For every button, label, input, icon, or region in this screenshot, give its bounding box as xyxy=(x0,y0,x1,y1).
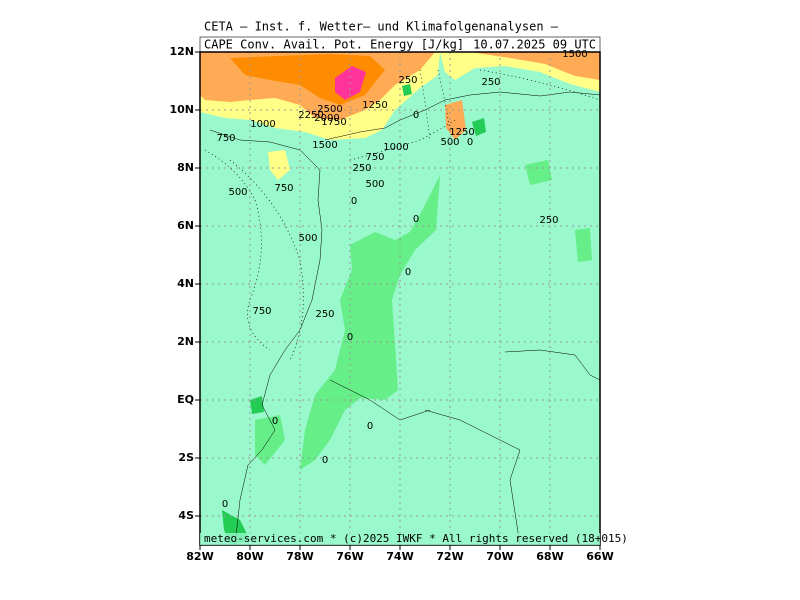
contour-label: 750 xyxy=(252,306,271,317)
y-tick-label: 4S xyxy=(178,509,194,522)
y-tick-label: EQ xyxy=(177,393,194,406)
y-tick-label: 10N xyxy=(169,103,194,116)
x-tick-label: 66W xyxy=(586,550,613,563)
contour-label: 0 xyxy=(322,455,328,466)
footer-box xyxy=(200,533,600,545)
contour-label: 0 xyxy=(405,267,411,278)
contour xyxy=(229,159,304,361)
footer: meteo-services.com * (c)2025 IWKF * All … xyxy=(204,532,628,545)
contour-label: 2250 xyxy=(298,110,323,121)
low-cape-area xyxy=(300,175,440,470)
contour-label: 0 xyxy=(222,499,228,510)
x-tick-label: 82W xyxy=(186,550,213,563)
y-tick-label: 8N xyxy=(177,161,194,174)
x-tick-label: 76W xyxy=(336,550,363,563)
contour-lines xyxy=(204,69,601,361)
contour-label: 500 xyxy=(440,137,459,148)
y-tick-label: 4N xyxy=(177,277,194,290)
contour-label: 2000 xyxy=(314,113,339,124)
valid-time: 10.07.2025 09 UTC xyxy=(473,38,596,52)
title: CETA — Inst. f. Wetter— und Klimafolgena… xyxy=(204,20,559,34)
contour-label: 250 xyxy=(481,77,500,88)
contour-label: 1250 xyxy=(362,100,387,111)
x-tick-label: 80W xyxy=(236,550,263,563)
y-tick-label: 2N xyxy=(177,335,194,348)
contour-label: 250 xyxy=(315,309,334,320)
contour-label: 1000 xyxy=(250,119,275,130)
contour-label: 500 xyxy=(228,187,247,198)
contour-label: 1000 xyxy=(383,142,408,153)
contour-label: 250 xyxy=(539,215,558,226)
contour-label: 250 xyxy=(352,163,371,174)
contour-label: 250 xyxy=(398,75,417,86)
contour xyxy=(349,119,456,161)
y-tick-label: 12N xyxy=(169,45,194,58)
x-tick-label: 70W xyxy=(486,550,513,563)
contour-label: 0 xyxy=(351,196,357,207)
grid: 82W 80W 78W 76W 74W 72W 70W 68W 66W 12N 10N 8N 6N 4N 2… xyxy=(169,45,613,563)
x-tick-label: 72W xyxy=(436,550,463,563)
contour-label: 0 xyxy=(413,110,419,121)
x-tick-label: 74W xyxy=(386,550,413,563)
contour-label: 0 xyxy=(467,137,473,148)
contour xyxy=(419,69,601,141)
contour-label: 2500 xyxy=(317,104,342,115)
contour-label: 750 xyxy=(216,133,235,144)
contour-label: 1500 xyxy=(312,140,337,151)
coastline xyxy=(209,129,323,546)
x-tick-label: 68W xyxy=(536,550,563,563)
contour-label: 0 xyxy=(367,421,373,432)
y-tick-label: 6N xyxy=(177,219,194,232)
x-tick-label: 78W xyxy=(286,550,313,563)
contour-label: 0 xyxy=(347,332,353,343)
contour-label: 1500 xyxy=(562,49,587,60)
contour-label: 500 xyxy=(298,233,317,244)
contour-label: 750 xyxy=(274,183,293,194)
contour-label: 0 xyxy=(272,416,278,427)
contour-label: 1250 xyxy=(449,127,474,138)
cape-spot-2 xyxy=(268,150,290,180)
y-tick-label: 2S xyxy=(178,451,194,464)
contour-label: 1750 xyxy=(321,117,346,128)
cape-mid-east xyxy=(470,52,600,80)
contour-label: 0 xyxy=(413,214,419,225)
contour-label: 750 xyxy=(365,152,384,163)
field-name: CAPE Conv. Avail. Pot. Energy [J/kg] xyxy=(204,38,464,52)
contour-label: 500 xyxy=(365,179,384,190)
